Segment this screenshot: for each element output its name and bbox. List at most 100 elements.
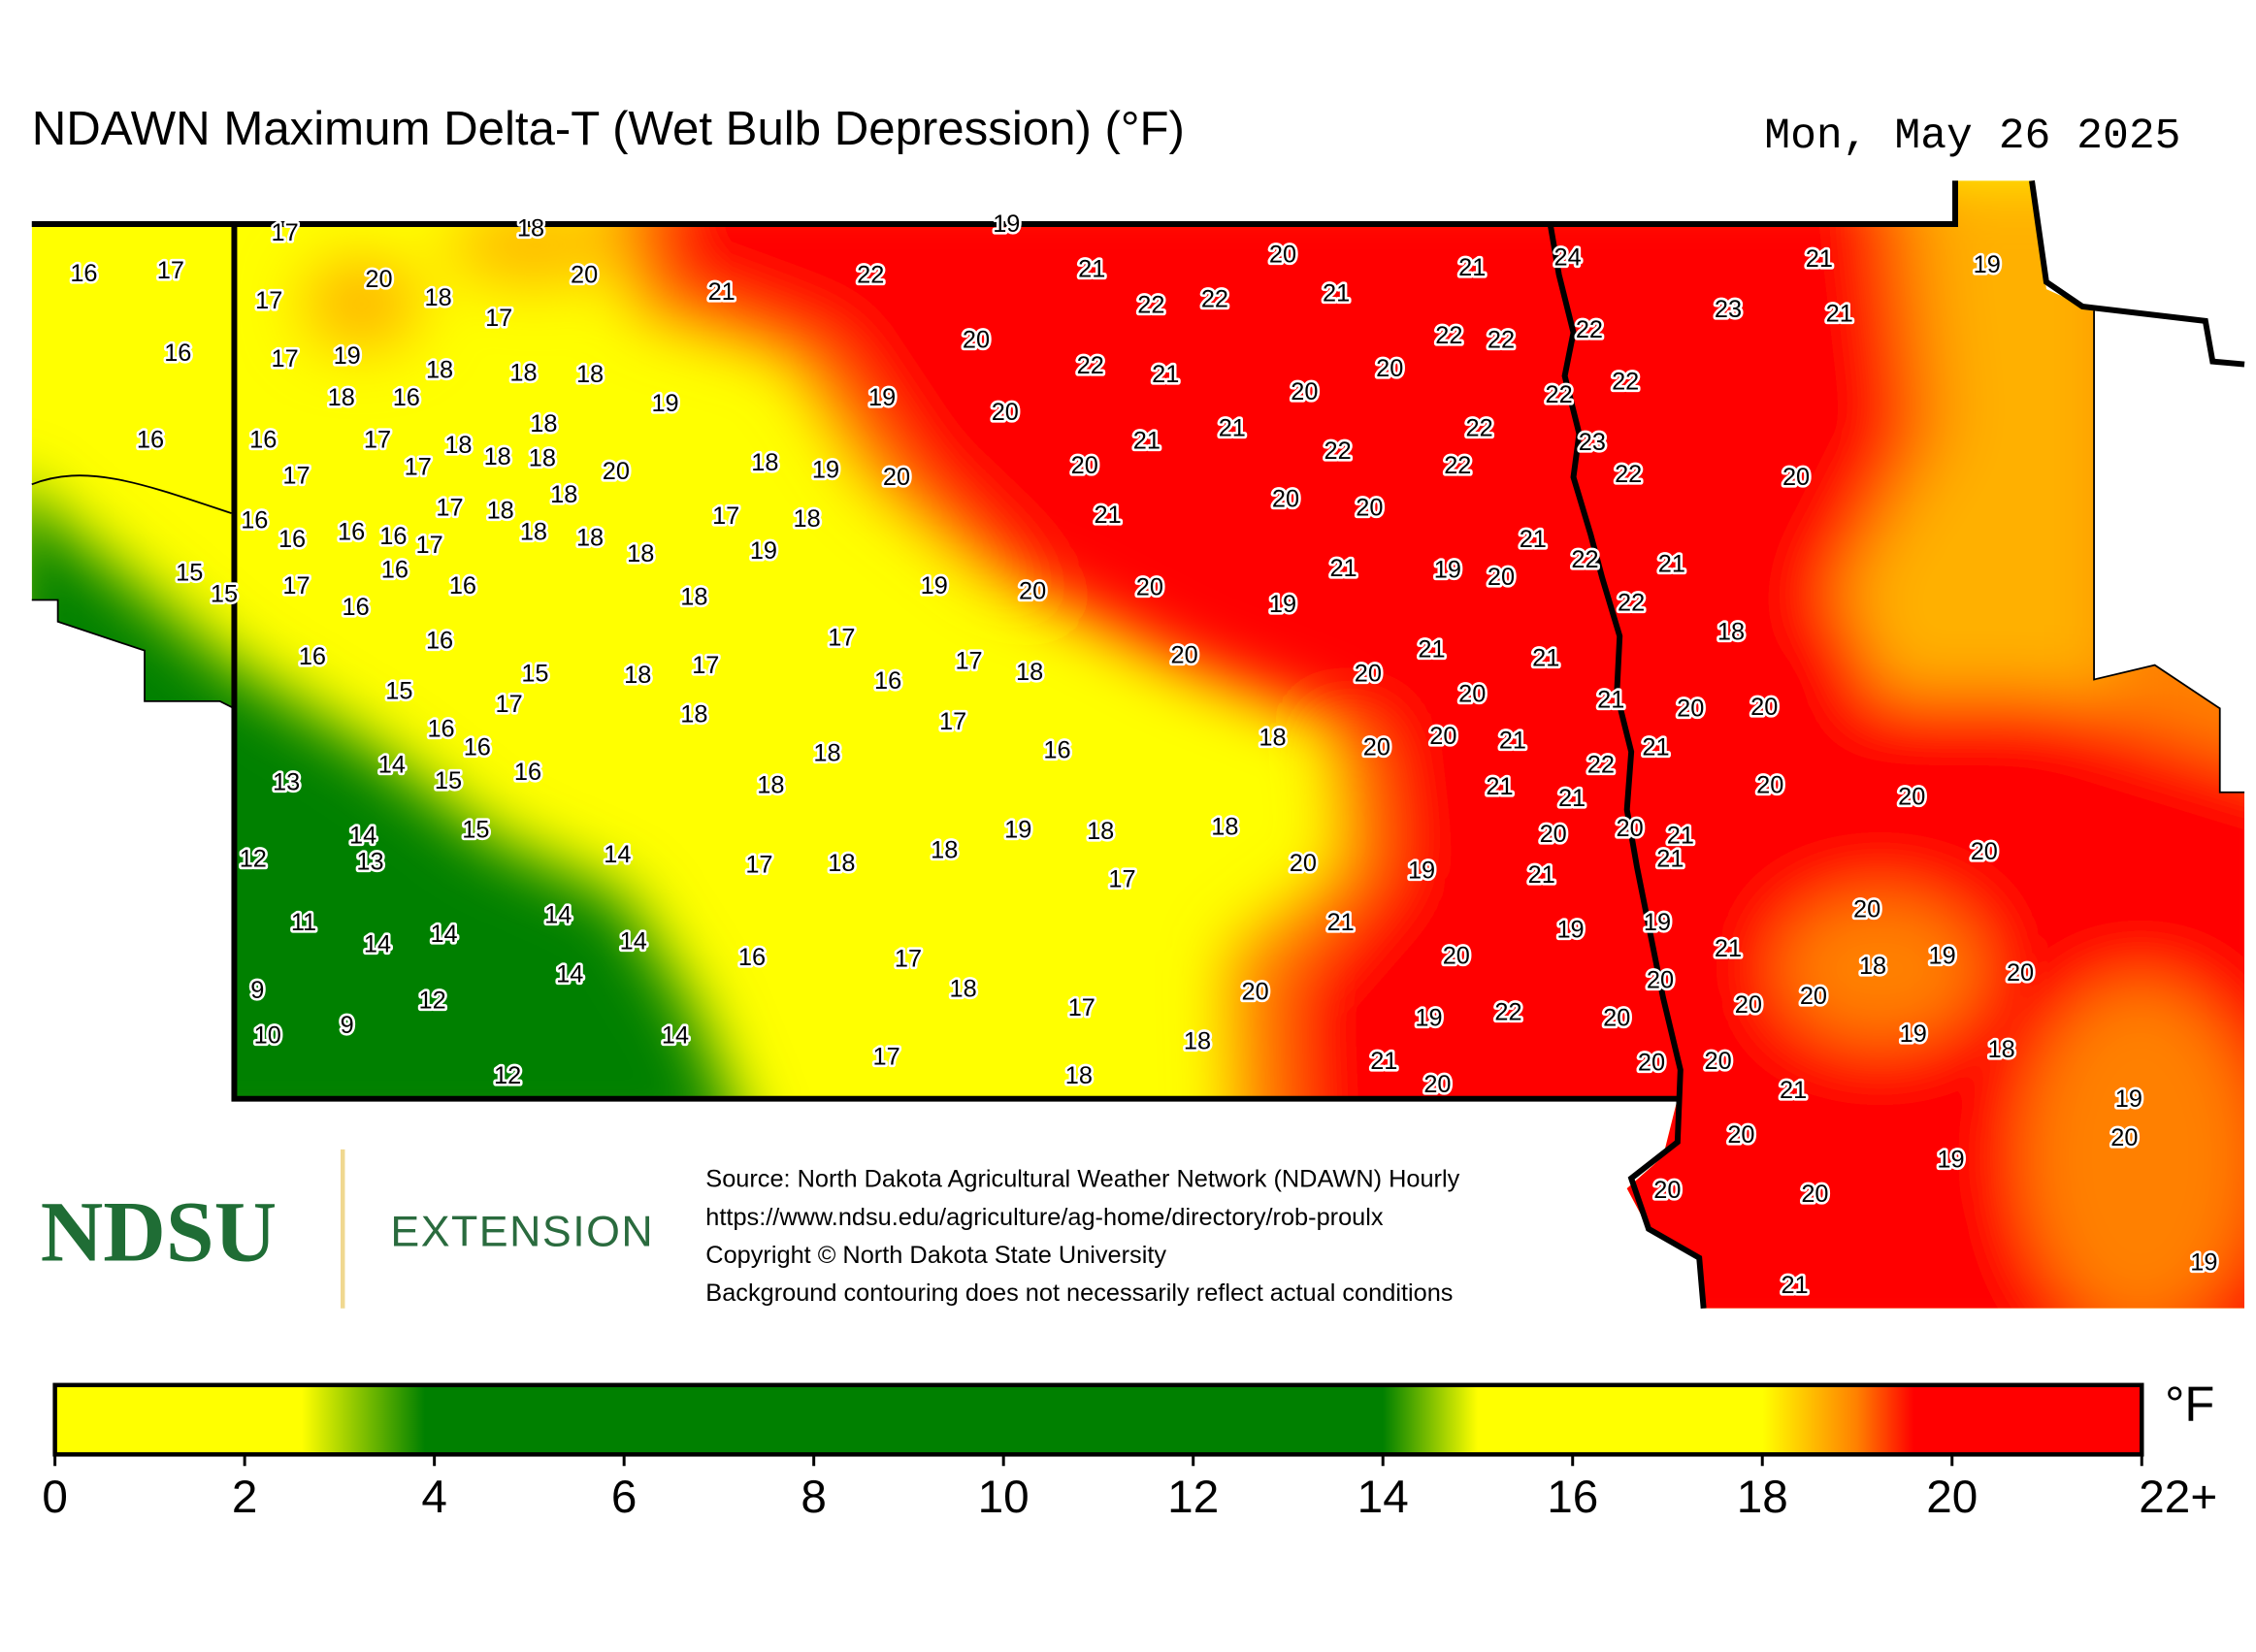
station-value: 18 <box>751 449 778 476</box>
tick-label: 2 <box>232 1472 258 1523</box>
contour-background <box>31 180 2245 1309</box>
station-value: 18 <box>813 740 840 767</box>
station-value: 14 <box>544 902 572 929</box>
station-value: 22 <box>1612 369 1639 396</box>
station-value: 19 <box>1900 1020 1927 1048</box>
station-value: 20 <box>992 399 1019 426</box>
station-value: 18 <box>624 662 651 689</box>
station-value: 21 <box>1133 428 1161 455</box>
station-value: 18 <box>1859 953 1886 980</box>
station-value: 18 <box>1065 1062 1093 1089</box>
station-value: 19 <box>1434 556 1461 583</box>
station-value: 14 <box>620 927 647 955</box>
station-value: 19 <box>1556 916 1584 943</box>
station-value: 16 <box>738 944 766 971</box>
station-value: 17 <box>895 945 922 972</box>
station-value: 17 <box>955 647 982 674</box>
station-value: 21 <box>1152 361 1179 388</box>
station-value: 22 <box>1488 326 1515 353</box>
note-line: https://www.ndsu.edu/agriculture/ag-home… <box>705 1204 1384 1231</box>
colorbar-unit: °F <box>2165 1377 2214 1432</box>
station-value: 20 <box>1355 661 1382 688</box>
station-value: 14 <box>604 841 631 868</box>
station-value: 21 <box>1597 687 1624 714</box>
station-value: 9 <box>341 1012 354 1039</box>
station-value: 9 <box>250 977 264 1004</box>
station-value: 22 <box>1615 461 1642 488</box>
station-value: 21 <box>708 278 736 306</box>
station-value: 16 <box>338 519 365 546</box>
station-value: 16 <box>249 426 277 453</box>
station-value: 12 <box>240 845 267 872</box>
station-value: 16 <box>379 523 407 550</box>
station-value: 21 <box>1658 550 1685 577</box>
station-value: 19 <box>750 537 777 565</box>
station-value: 17 <box>272 345 299 373</box>
station-value: 20 <box>883 464 910 491</box>
logo-sub: EXTENSION <box>390 1209 654 1256</box>
station-value: 15 <box>435 767 462 794</box>
station-value: 18 <box>757 771 784 798</box>
station-value: 20 <box>1853 896 1880 923</box>
station-value: 18 <box>550 481 577 508</box>
station-value: 19 <box>1644 909 1671 936</box>
station-value: 21 <box>1781 1272 1808 1299</box>
station-value: 17 <box>873 1044 900 1071</box>
station-value: 19 <box>1974 251 2001 278</box>
station-value: 18 <box>950 976 977 1003</box>
station-value: 21 <box>1370 1048 1397 1075</box>
station-value: 18 <box>931 837 958 864</box>
station-value: 20 <box>365 266 392 293</box>
station-value: 19 <box>1269 591 1296 618</box>
station-value: 20 <box>1429 723 1456 750</box>
station-value: 19 <box>993 211 1020 238</box>
station-value: 24 <box>1553 243 1581 271</box>
station-value: 21 <box>1780 1077 1807 1104</box>
station-value: 18 <box>828 850 855 877</box>
station-value: 20 <box>1019 578 1046 605</box>
station-value: 18 <box>517 215 544 243</box>
station-value: 16 <box>164 340 191 367</box>
station-value: 22 <box>1435 322 1462 349</box>
station-value: 18 <box>1211 814 1238 841</box>
station-value: 19 <box>2190 1248 2217 1276</box>
tick-label: 22+ <box>2139 1472 2217 1523</box>
station-value: 18 <box>576 361 604 388</box>
station-value: 15 <box>176 559 203 586</box>
station-value: 22 <box>1494 998 1521 1025</box>
station-value: 14 <box>349 823 376 850</box>
station-value: 14 <box>364 930 391 957</box>
station-value: 16 <box>241 507 268 534</box>
station-value: 22 <box>1466 414 1493 441</box>
station-value: 17 <box>939 708 966 735</box>
station-value: 20 <box>1291 378 1318 405</box>
station-value: 23 <box>1579 429 1606 456</box>
station-value: 15 <box>211 581 238 608</box>
station-value: 16 <box>137 426 164 453</box>
note-line: Copyright © North Dakota State Universit… <box>705 1242 1166 1269</box>
station-value: 17 <box>692 652 719 679</box>
station-value: 21 <box>1528 861 1555 889</box>
station-value: 19 <box>651 390 678 417</box>
station-value: 14 <box>430 921 457 948</box>
station-value: 18 <box>1259 724 1286 751</box>
station-value: 18 <box>530 410 557 437</box>
station-value: 22 <box>1576 316 1603 343</box>
station-value: 20 <box>1638 1050 1665 1077</box>
borders <box>31 179 2245 1310</box>
station-value: 11 <box>291 909 316 936</box>
station-value: 18 <box>426 357 453 384</box>
station-value: 17 <box>1068 994 1095 1021</box>
station-value: 18 <box>794 505 821 533</box>
station-value: 20 <box>1971 838 1998 865</box>
station-value: 19 <box>1928 942 1955 969</box>
station-value: 21 <box>1078 255 1105 282</box>
logo: NDSU <box>41 1184 277 1280</box>
station-value: 21 <box>1486 773 1513 800</box>
station-value: 20 <box>1356 494 1383 521</box>
title: NDAWN Maximum Delta-T (Wet Bulb Depressi… <box>32 102 1185 155</box>
station-value: 21 <box>1499 727 1526 754</box>
station-value: 19 <box>334 342 361 370</box>
station-value: 21 <box>1532 644 1559 671</box>
